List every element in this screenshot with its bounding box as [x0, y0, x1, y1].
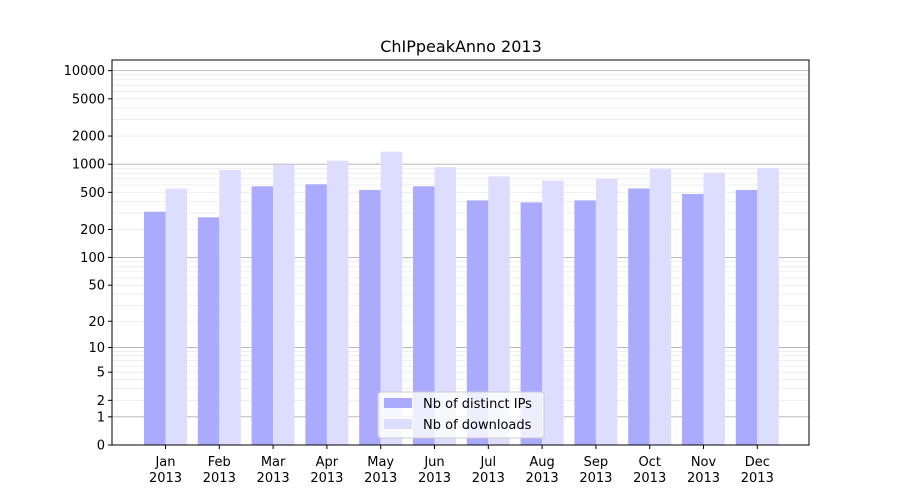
chart-title: ChIPpeakAnno 2013 — [380, 37, 542, 56]
bar-distinct-ips — [359, 189, 381, 445]
bar-distinct-ips — [682, 193, 704, 445]
x-tick-label: Aug 2013 — [526, 455, 559, 486]
x-tick-label: Nov 2013 — [687, 455, 720, 486]
bar-distinct-ips — [520, 202, 543, 445]
y-tick-label: 500 — [80, 186, 105, 201]
y-axis: 0 12 5 10 20 50 100 200 500 1000 2000 5000 10000 — [64, 64, 112, 454]
x-tick-label: Jun 2013 — [418, 455, 451, 486]
y-tick-label: 10 — [88, 341, 105, 356]
bar-downloads — [326, 160, 349, 446]
bar-downloads — [434, 167, 456, 445]
x-tick-label: Apr 2013 — [310, 455, 343, 486]
y-tick-label: 200 — [80, 223, 105, 238]
plot-frame — [111, 59, 810, 446]
y-tick-label: 1000 — [72, 158, 105, 173]
bar-downloads — [488, 176, 510, 445]
bar-downloads — [219, 169, 241, 446]
x-tick-label: Jul 2013 — [472, 455, 505, 486]
legend-label-downloads: Nb of downloads — [423, 418, 532, 433]
bar-downloads — [542, 180, 564, 446]
x-axis: Jan 2013 Feb 2013 Mar 2013 Apr 2013 May 2013 Jun 20… — [149, 445, 774, 486]
bar-downloads — [380, 151, 403, 446]
bar-downloads — [165, 188, 187, 445]
x-tick-label: Oct 2013 — [633, 455, 666, 486]
y-tick-label: 5000 — [72, 92, 105, 107]
y-tick-label: 2000 — [72, 130, 105, 145]
bar-downloads — [757, 168, 779, 446]
bar-distinct-ips — [628, 188, 650, 445]
y-tick-label: 5 — [97, 366, 105, 381]
y-tick-label: 0 — [97, 439, 105, 454]
bar-distinct-ips — [251, 186, 274, 445]
legend-swatch-downloads — [384, 419, 412, 429]
y-tick-label: 20 — [88, 315, 105, 330]
x-tick-label: May 2013 — [364, 455, 397, 486]
x-tick-label: Dec 2013 — [741, 455, 774, 486]
bar-distinct-ips — [144, 211, 166, 445]
bar-distinct-ips — [197, 217, 220, 445]
y-tick-label: 1 — [97, 410, 105, 425]
bars — [144, 151, 779, 446]
legend-swatch-distinct-ips — [384, 398, 412, 408]
y-tick-label: 50 — [88, 279, 105, 294]
bar-downloads — [273, 164, 295, 445]
x-tick-label: Jan 2013 — [149, 455, 182, 486]
bar-downloads — [595, 178, 618, 445]
y-tick-label: 10000 — [64, 64, 105, 79]
bar-distinct-ips — [413, 186, 435, 445]
bar-distinct-ips — [466, 200, 489, 445]
x-tick-label: Feb 2013 — [203, 455, 236, 486]
legend: Nb of distinct IPs Nb of downloads — [377, 391, 545, 439]
bar-distinct-ips — [305, 184, 327, 445]
bar-downloads — [703, 172, 725, 445]
y-tick-label: 100 — [80, 251, 105, 266]
bar-downloads — [649, 168, 672, 445]
legend-box — [377, 391, 545, 439]
x-tick-label: Mar 2013 — [257, 455, 290, 486]
legend-label-distinct-ips: Nb of distinct IPs — [423, 397, 532, 412]
bar-distinct-ips — [574, 200, 596, 445]
bar-distinct-ips — [735, 189, 758, 445]
y-tick-label: 2 — [97, 394, 105, 409]
x-tick-label: Sep 2013 — [579, 455, 612, 486]
